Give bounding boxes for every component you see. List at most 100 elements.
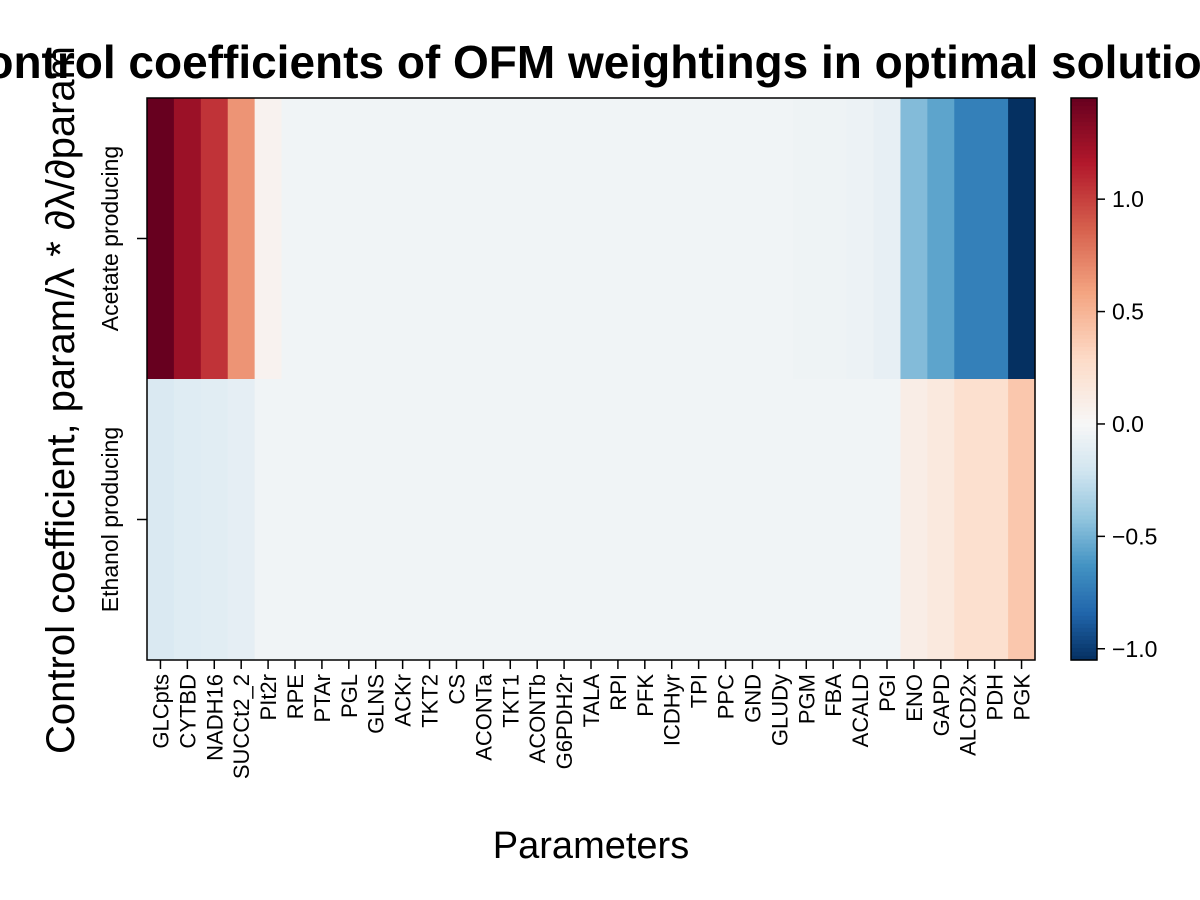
x-tick-label: ACONTa bbox=[471, 673, 496, 761]
colorbar-segment bbox=[1071, 491, 1097, 497]
heatmap-cell bbox=[954, 379, 982, 661]
x-tick-label: ALCD2x bbox=[956, 674, 981, 756]
colorbar-segment bbox=[1071, 242, 1097, 248]
colorbar-segment bbox=[1071, 567, 1097, 573]
colorbar-segment bbox=[1071, 334, 1097, 340]
heatmap-cell bbox=[200, 98, 229, 380]
colorbar-segment bbox=[1071, 318, 1097, 324]
colorbar-segment bbox=[1071, 571, 1097, 577]
heatmap-cell bbox=[604, 98, 632, 380]
colorbar-segment bbox=[1071, 338, 1097, 344]
colorbar-segment bbox=[1071, 551, 1097, 557]
colorbar-segment bbox=[1071, 306, 1097, 312]
heatmap-cell bbox=[900, 379, 928, 661]
colorbar-segment bbox=[1071, 366, 1097, 372]
colorbar-segment bbox=[1071, 463, 1097, 468]
colorbar-segment bbox=[1071, 503, 1097, 509]
colorbar-segment bbox=[1071, 427, 1097, 432]
colorbar-segment bbox=[1071, 330, 1097, 336]
colorbar-segment bbox=[1071, 310, 1097, 316]
heatmap-cell bbox=[443, 98, 471, 380]
heatmap-cell bbox=[254, 379, 283, 661]
colorbar-segment bbox=[1071, 142, 1097, 147]
colorbar-segment bbox=[1071, 419, 1097, 424]
x-tick-label: PGI bbox=[875, 674, 900, 712]
colorbar-tick-label: −0.5 bbox=[1112, 523, 1157, 549]
heatmap-cell bbox=[469, 98, 498, 380]
colorbar-segment bbox=[1071, 134, 1097, 139]
colorbar-segment bbox=[1071, 210, 1097, 216]
heatmap-cell bbox=[927, 379, 955, 661]
colorbar-segment bbox=[1071, 627, 1097, 633]
x-tick-label: TKT1 bbox=[498, 674, 523, 728]
colorbar-segment bbox=[1071, 511, 1097, 517]
colorbar-segment bbox=[1071, 631, 1097, 637]
colorbar-segment bbox=[1071, 222, 1097, 228]
colorbar-segment bbox=[1071, 599, 1097, 605]
heatmap-cell bbox=[765, 379, 794, 661]
colorbar-segment bbox=[1071, 178, 1097, 183]
colorbar-segment bbox=[1071, 487, 1097, 492]
heatmap-cell bbox=[147, 98, 175, 380]
colorbar-segment bbox=[1071, 102, 1097, 107]
colorbar-segment bbox=[1071, 270, 1097, 276]
colorbar-tick-label: 0.0 bbox=[1112, 411, 1144, 437]
y-axis-label: Control coefficient, param/λ * ∂λ/∂param bbox=[39, 46, 83, 754]
colorbar-segment bbox=[1071, 170, 1097, 175]
x-tick-label: GND bbox=[740, 674, 765, 723]
colorbar-segment bbox=[1071, 202, 1097, 207]
colorbar-segment bbox=[1071, 182, 1097, 187]
heatmap-cell bbox=[308, 98, 336, 380]
colorbar-tick-label: −1.0 bbox=[1112, 636, 1157, 662]
x-tick-label: ACALD bbox=[848, 674, 873, 747]
heatmap-cell bbox=[739, 98, 767, 380]
colorbar-segment bbox=[1071, 166, 1097, 171]
colorbar-segment bbox=[1071, 639, 1097, 645]
colorbar-segment bbox=[1071, 527, 1097, 533]
colorbar-segment bbox=[1071, 579, 1097, 585]
heatmap-cell bbox=[873, 98, 902, 380]
colorbar-segment bbox=[1071, 206, 1097, 211]
colorbar-segment bbox=[1071, 342, 1097, 348]
colorbar-segment bbox=[1071, 451, 1097, 456]
colorbar-segment bbox=[1071, 575, 1097, 581]
colorbar-segment bbox=[1071, 423, 1097, 428]
colorbar-segment bbox=[1071, 515, 1097, 521]
heatmap-cell bbox=[577, 98, 606, 380]
colorbar-segment bbox=[1071, 495, 1097, 501]
heatmap-cell bbox=[792, 379, 821, 661]
colorbar-segment bbox=[1071, 399, 1097, 404]
colorbar-segment bbox=[1071, 98, 1097, 103]
heatmap-cells bbox=[147, 98, 1036, 661]
x-axis-ticks: GLCpts CYTBD NADH16 SUCCt2_2 PIt2r RPE PTAr PGL… bbox=[148, 660, 1035, 779]
colorbar-segment bbox=[1071, 198, 1097, 203]
colorbar-segment bbox=[1071, 302, 1097, 308]
x-tick-label: RPI bbox=[606, 674, 631, 711]
colorbar-segment bbox=[1071, 298, 1097, 304]
colorbar-segment bbox=[1071, 479, 1097, 484]
x-tick-label: PGM bbox=[794, 674, 819, 724]
colorbar-segment bbox=[1071, 623, 1097, 629]
heatmap-cell bbox=[631, 98, 659, 380]
heatmap-cell bbox=[954, 98, 982, 380]
heatmap-cell bbox=[147, 379, 175, 661]
heatmap-cell bbox=[1008, 98, 1036, 380]
x-tick-label: RPE bbox=[283, 674, 308, 719]
colorbar-segment bbox=[1071, 218, 1097, 224]
colorbar-segment bbox=[1071, 322, 1097, 328]
heatmap-cell bbox=[308, 379, 336, 661]
heatmap-cell bbox=[873, 379, 902, 661]
colorbar-segment bbox=[1071, 635, 1097, 641]
colorbar-frame bbox=[1070, 97, 1098, 661]
colorbar-segment bbox=[1071, 250, 1097, 256]
colorbar-segment bbox=[1071, 455, 1097, 460]
colorbar-tick-label: 0.5 bbox=[1112, 299, 1144, 325]
heatmap-cell bbox=[443, 379, 471, 661]
colorbar-segment bbox=[1071, 535, 1097, 541]
heatmap-cell bbox=[712, 98, 740, 380]
colorbar-segment bbox=[1071, 651, 1097, 657]
colorbar-segment bbox=[1071, 154, 1097, 159]
colorbar-segment bbox=[1071, 647, 1097, 653]
x-tick-label: PTAr bbox=[310, 674, 335, 722]
colorbar-segment bbox=[1071, 387, 1097, 392]
